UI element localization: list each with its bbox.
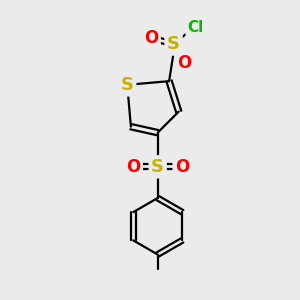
Text: Cl: Cl [188,20,204,35]
Text: O: O [144,29,158,47]
Text: S: S [121,76,134,94]
Text: S: S [151,158,164,176]
Text: O: O [126,158,140,176]
Text: O: O [177,54,191,72]
Text: O: O [175,158,189,176]
Text: S: S [167,35,180,53]
